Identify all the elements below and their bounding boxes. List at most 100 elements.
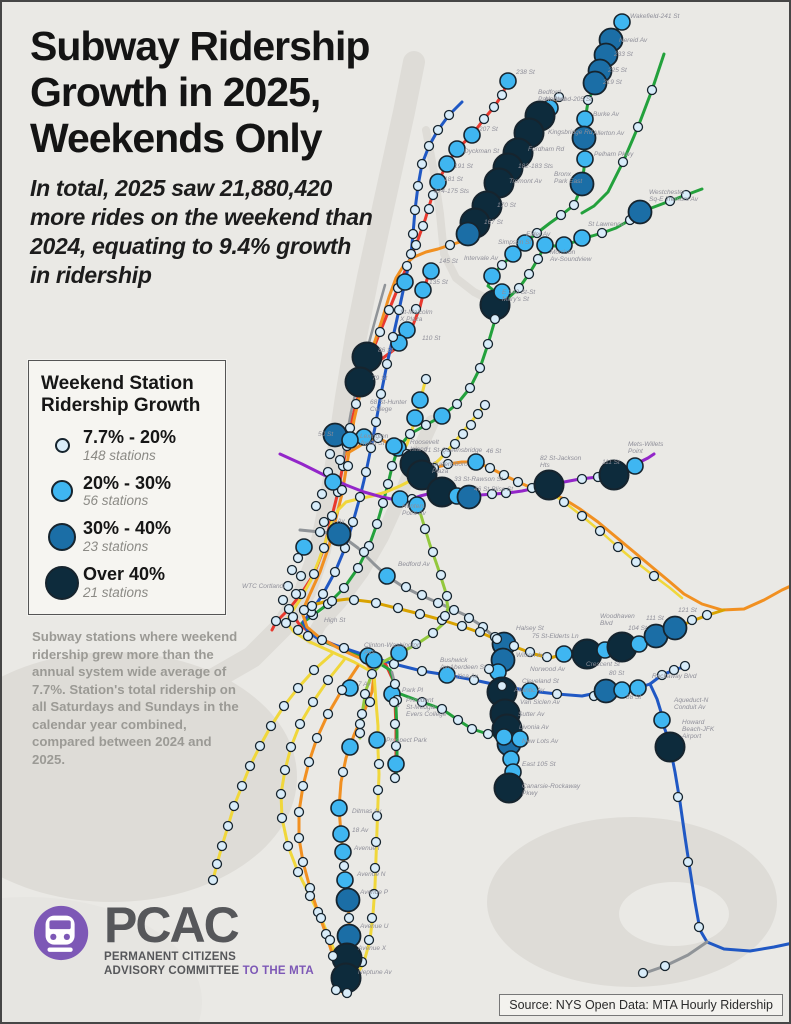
- station-dot-class-1: [568, 199, 580, 211]
- station-dot-class-1: [410, 303, 422, 315]
- station-dot-class-1: [330, 984, 342, 996]
- station-dot-class-1: [416, 158, 428, 170]
- station-dot-class-1: [432, 597, 444, 609]
- station-label: Burke Av: [593, 111, 620, 118]
- station-dot-class-1: [278, 700, 290, 712]
- station-dot-class-1: [324, 448, 336, 460]
- station-dot-class-1: [373, 758, 385, 770]
- station-dot-class-1: [414, 608, 426, 620]
- station-dot-class-1: [656, 669, 668, 681]
- station-label: Aqueduct-N Conduit Av: [673, 697, 709, 711]
- station-label: 88 St: [626, 694, 642, 701]
- station-dot-class-1: [555, 209, 567, 221]
- station-dot-class-1: [582, 94, 594, 106]
- station-dot-class-1: [371, 810, 383, 822]
- station-dot-class-1: [228, 800, 240, 812]
- station-dot-class-1: [211, 858, 223, 870]
- legend-item-1: 7.7% - 20% 148 stations: [41, 427, 215, 463]
- station-dot-class-2: [295, 538, 313, 556]
- station-dot-class-1: [401, 260, 413, 272]
- station-dot-class-2: [385, 437, 403, 455]
- station-dot-class-3: [335, 887, 361, 913]
- station-dot-class-1: [307, 696, 319, 708]
- station-dot-class-1: [531, 227, 543, 239]
- station-label: Roosevelt Island: [410, 439, 440, 453]
- station-dot-class-1: [295, 570, 307, 582]
- station-label: 80 St: [609, 670, 625, 677]
- station-dot-class-1: [541, 651, 553, 663]
- station-dot-class-1: [282, 580, 294, 592]
- station-dot-class-1: [416, 665, 428, 677]
- station-dot-class-1: [491, 633, 503, 645]
- station-dot-class-1: [482, 728, 494, 740]
- legend-item-4-sub: 21 stations: [83, 585, 149, 601]
- station-label: 121 St: [678, 607, 698, 614]
- station-label: E 143 St-St Mary's St: [502, 289, 536, 303]
- station-dot-class-1: [389, 718, 401, 730]
- station-label: Mets-Willets Point: [628, 441, 664, 455]
- station-dot-class-1: [334, 454, 346, 466]
- station-label: 225 St: [607, 67, 628, 74]
- station-dot-class-2: [414, 281, 432, 299]
- station-dot-class-1: [551, 688, 563, 700]
- station-label: Avenue U: [359, 923, 389, 930]
- station-dot-class-3: [569, 171, 595, 197]
- station-dot-class-1: [419, 523, 431, 535]
- station-dot-class-1: [352, 562, 364, 574]
- jamaica-bay-island: [619, 882, 729, 946]
- station-dot-class-2: [332, 825, 350, 843]
- station-dot-class-1: [440, 447, 452, 459]
- station-dot-class-2: [438, 155, 456, 173]
- station-label: Wilson Av: [516, 652, 545, 659]
- legend-dot-small-icon: [54, 437, 70, 453]
- station-dot-class-1: [466, 723, 478, 735]
- station-label: 111 St: [646, 615, 665, 622]
- station-dot-class-1: [316, 488, 328, 500]
- station-label: 170 St: [497, 202, 517, 209]
- station-label: 46 St: [486, 448, 502, 455]
- source-attribution: Source: NYS Open Data: MTA Hourly Riders…: [499, 994, 783, 1016]
- station-dot-class-1: [254, 740, 266, 752]
- station-label: 145 St: [439, 258, 459, 265]
- station-label: Bedford Park Blvd: [538, 89, 566, 103]
- station-dot-class-1: [417, 220, 429, 232]
- station-dot-class-2: [516, 234, 534, 252]
- pcac-train-icon: [33, 905, 89, 961]
- station-dot-class-1: [294, 718, 306, 730]
- station-dot-class-1: [279, 764, 291, 776]
- station-dot-class-1: [366, 912, 378, 924]
- station-dot-class-2: [653, 711, 671, 729]
- station-label: 1 Av: [332, 518, 345, 525]
- station-dot-class-3: [455, 221, 481, 247]
- subtitle-line-2: more rides on the weekend than: [30, 203, 373, 230]
- station-dot-class-1: [386, 460, 398, 472]
- station-dot-class-1: [315, 912, 327, 924]
- station-label: Wakefield-241 St: [630, 13, 681, 20]
- station-label: 82 St-Jackson Hts: [540, 455, 582, 469]
- station-label: Intervale Av: [464, 255, 499, 262]
- station-dot-class-1: [486, 488, 498, 500]
- station-dot-class-1: [329, 566, 341, 578]
- station-label: Avenue X: [357, 945, 387, 952]
- station-dot-class-1: [576, 473, 588, 485]
- station-label: New Lots Av: [522, 738, 559, 745]
- station-dot-class-1: [496, 89, 508, 101]
- subtitle: In total, 2025 saw 21,880,420 more rides…: [30, 174, 373, 290]
- station-dot-class-4: [493, 772, 525, 804]
- station-dot-class-1: [483, 663, 495, 675]
- station-label: Utica Av: [454, 673, 479, 680]
- station-dot-class-4: [406, 459, 438, 491]
- station-dot-class-1: [452, 714, 464, 726]
- station-dot-class-2: [629, 679, 647, 697]
- station-dot-class-1: [468, 674, 480, 686]
- legend-item-3: 30% - 40% 23 stations: [41, 519, 215, 554]
- station-dot-class-1: [368, 888, 380, 900]
- station-dot-class-1: [297, 780, 309, 792]
- station-dot-class-1: [512, 476, 524, 488]
- station-dot-class-1: [659, 960, 671, 972]
- station-label: Fordham Rd: [528, 146, 565, 153]
- station-dot-class-1: [393, 304, 405, 316]
- subtitle-line-1: In total, 2025 saw 21,880,420: [30, 175, 332, 201]
- station-label: Avenue I: [353, 845, 380, 852]
- station-dot-class-1: [632, 121, 644, 133]
